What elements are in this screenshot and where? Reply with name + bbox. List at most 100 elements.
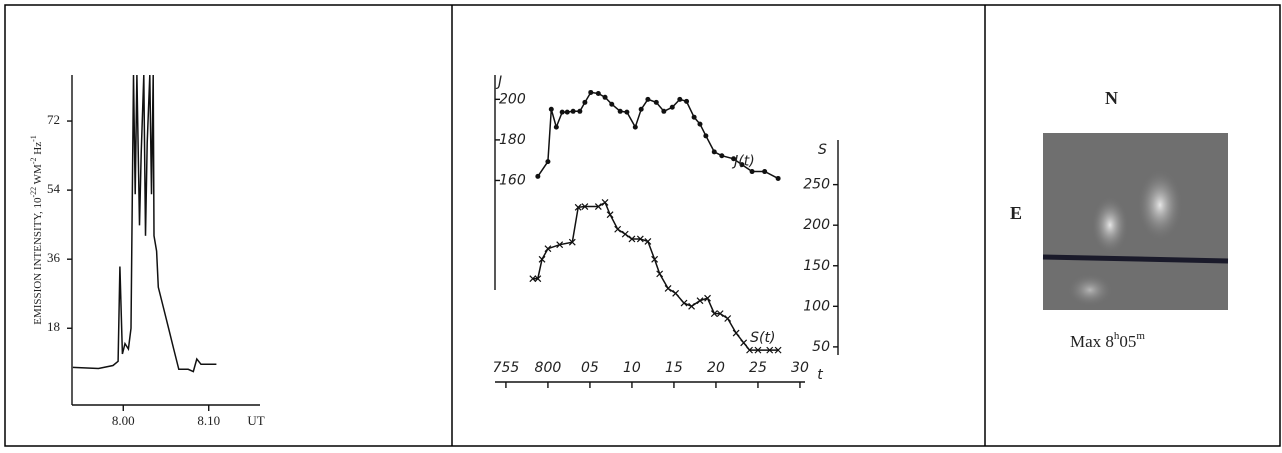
y-tick-label: 36 xyxy=(47,250,61,265)
y-tick-label: 200 xyxy=(499,91,526,107)
point xyxy=(644,237,652,245)
point xyxy=(680,299,688,307)
point xyxy=(703,133,709,139)
point xyxy=(568,238,576,246)
point xyxy=(606,211,614,219)
point xyxy=(661,108,667,114)
point xyxy=(724,315,732,322)
point xyxy=(609,101,615,107)
point xyxy=(697,121,703,127)
caption-part: Max 8 xyxy=(1070,332,1114,351)
point xyxy=(601,199,609,206)
point xyxy=(594,203,602,210)
series-line xyxy=(72,74,217,373)
point xyxy=(696,297,704,305)
point xyxy=(740,339,748,347)
caption-sup: h xyxy=(1114,330,1120,342)
point xyxy=(731,156,737,162)
point xyxy=(545,159,551,165)
table-border xyxy=(4,4,1281,447)
point xyxy=(664,285,672,292)
y2-tick-label: 250 xyxy=(803,177,830,193)
y2-axis-label: S xyxy=(818,142,827,158)
y-label-part: Hz xyxy=(32,142,44,158)
y2-tick-label: 100 xyxy=(803,298,830,314)
x-tick-label: 05 xyxy=(581,360,599,376)
x-tick-label: 25 xyxy=(749,360,767,376)
point xyxy=(645,96,651,102)
series-label: S(t) xyxy=(750,330,775,346)
x-tick-label: 10 xyxy=(623,360,641,376)
point xyxy=(538,255,546,263)
point xyxy=(636,235,644,243)
y-label-sup: -22 xyxy=(29,187,38,198)
y-axis-label: J xyxy=(495,74,502,90)
x-tick-label: 8.00 xyxy=(112,413,135,428)
point xyxy=(688,302,696,310)
point xyxy=(529,275,537,283)
point xyxy=(775,175,781,181)
series-label: J(t) xyxy=(731,153,755,169)
point xyxy=(632,124,638,130)
bright-region xyxy=(1068,274,1112,306)
point xyxy=(669,104,675,110)
scan-line xyxy=(1042,254,1229,264)
point xyxy=(656,270,664,278)
point xyxy=(570,108,576,114)
point xyxy=(582,99,588,105)
point xyxy=(535,173,541,179)
point xyxy=(577,108,583,114)
point xyxy=(588,89,594,95)
point xyxy=(581,203,589,210)
point xyxy=(653,99,659,105)
point xyxy=(614,225,622,233)
y2-tick-label: 200 xyxy=(803,217,830,233)
point xyxy=(732,329,740,337)
caption-sup: m xyxy=(1136,330,1145,342)
point xyxy=(754,346,762,354)
x-tick-label: 800 xyxy=(535,360,562,376)
solar-image xyxy=(1042,133,1229,310)
point xyxy=(749,169,755,175)
point xyxy=(638,106,644,112)
point xyxy=(719,153,725,159)
point xyxy=(746,346,753,354)
y-label-sup: -2 xyxy=(29,157,38,164)
point xyxy=(774,346,782,354)
point xyxy=(651,255,659,263)
bright-region xyxy=(1138,170,1182,240)
point xyxy=(739,162,745,168)
caption-part: 05 xyxy=(1119,332,1136,351)
x-tick-label: 8.10 xyxy=(197,413,220,428)
point xyxy=(677,96,683,102)
point xyxy=(684,98,690,104)
y-tick-label: 54 xyxy=(47,181,61,196)
point xyxy=(595,90,601,96)
point xyxy=(762,169,768,175)
x-axis-label: UT xyxy=(247,413,264,428)
north-label: N xyxy=(1105,88,1118,108)
point xyxy=(704,294,711,302)
point xyxy=(716,310,724,318)
point xyxy=(564,109,570,115)
point xyxy=(624,109,630,115)
x-tick-label: 755 xyxy=(493,360,520,376)
point xyxy=(766,346,774,354)
y2-tick-label: 150 xyxy=(803,258,830,274)
point xyxy=(617,108,623,114)
point xyxy=(711,149,717,155)
point xyxy=(574,203,582,211)
point xyxy=(534,275,542,283)
y-tick-label: 72 xyxy=(47,112,60,127)
x-tick-label: 30 xyxy=(791,360,809,376)
point xyxy=(559,109,565,115)
series-line xyxy=(532,201,779,351)
point xyxy=(544,245,552,253)
point xyxy=(710,310,718,318)
x-tick-label: 20 xyxy=(707,360,725,376)
point xyxy=(672,289,680,297)
x-axis-label: t xyxy=(817,367,823,383)
point xyxy=(602,94,608,100)
